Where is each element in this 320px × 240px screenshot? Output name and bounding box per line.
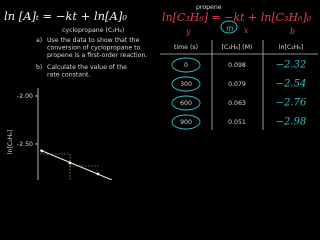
question-a-line: conversion of cyclopropane to: [47, 45, 141, 52]
symbol-b: b: [290, 27, 295, 36]
handwritten-cell: −2.54: [276, 79, 307, 90]
table-cell: 300: [180, 81, 192, 88]
table: time (s) [C₃H₆] (M) ln[C₃H₆] 0 0.098 −2.32 300…: [171, 44, 307, 130]
screen: ln [A]ₜ = −kt + ln[A]₀ cyclopropane (C₃H…: [0, 0, 320, 180]
table-header: time (s): [174, 44, 198, 51]
graph-tick-label: -2.00: [17, 93, 33, 100]
handwritten-cell: −2.32: [276, 60, 307, 71]
time-circle: [171, 57, 201, 73]
table-cell: 0.063: [228, 100, 246, 107]
background: [0, 0, 320, 180]
reactant-label: cyclopropane (C₃H₆): [62, 27, 124, 34]
question-a-line: Use the data to show that the: [47, 37, 140, 44]
question-a-line: propene is a first-order reaction.: [47, 52, 147, 59]
question-b-line: Calculate the value of the: [47, 64, 127, 71]
question-b-marker: b): [36, 64, 42, 71]
graph-fit-line: [39, 149, 113, 180]
table-cell: 900: [180, 119, 192, 126]
page: { "header": { "general_law": "ln [A]ₜ = …: [0, 0, 320, 180]
handwritten-cell: −2.76: [276, 98, 307, 109]
product-label: propene: [196, 4, 222, 11]
handwritten-cell: −2.98: [276, 117, 307, 128]
table-cell: 0.079: [228, 81, 246, 88]
time-circle: [171, 95, 201, 111]
graph-y-label: ln[C₃H₆]: [7, 130, 14, 154]
graph-point: [40, 149, 44, 153]
specific-law: ln[C₃H₆] = −kt + ln[C₃H₆]₀: [162, 11, 312, 24]
time-circle: [171, 114, 201, 130]
graph-point: [68, 161, 72, 165]
table-cell: 600: [180, 100, 192, 107]
table-cell: 0: [184, 62, 188, 69]
symbol-x: x: [244, 26, 249, 35]
symbol-m: m: [226, 24, 234, 33]
question-a-marker: a): [36, 37, 42, 44]
time-circle: [171, 76, 201, 92]
table-header: ln[C₃H₆]: [279, 44, 303, 51]
general-law: ln [A]ₜ = −kt + ln[A]₀: [4, 9, 127, 23]
symbol-y: y: [185, 27, 191, 36]
question-b-line: rate constant.: [47, 72, 90, 79]
graph-tick-label: -2.50: [17, 141, 33, 148]
circle-m: [220, 20, 238, 34]
graph-point: [96, 172, 100, 176]
table-cell: 0.098: [228, 62, 246, 69]
table-cell: 0.051: [228, 119, 246, 126]
table-header: [C₃H₆] (M): [222, 44, 253, 51]
